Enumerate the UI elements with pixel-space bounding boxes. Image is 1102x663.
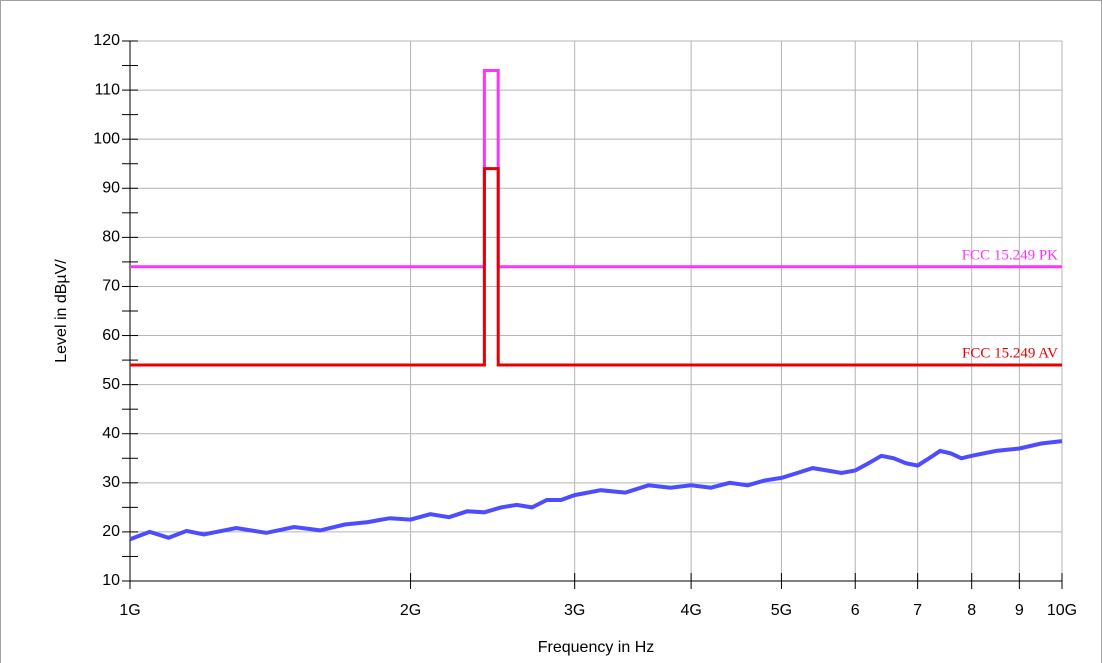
y-tick-label: 60	[102, 327, 120, 344]
y-tick-label: 90	[102, 179, 120, 196]
x-tick-label: 5G	[771, 602, 792, 619]
limit-label: FCC 15.249 AV	[962, 345, 1058, 361]
x-tick-label: 4G	[680, 602, 701, 619]
x-tick-label: 7	[913, 602, 922, 619]
x-tick-label: 10G	[1047, 602, 1077, 619]
x-tick-label: 1G	[119, 602, 140, 619]
x-tick-label: 2G	[400, 602, 421, 619]
x-tick-label: 8	[967, 602, 976, 619]
y-tick-label: 120	[93, 32, 120, 49]
series-line	[130, 69, 1062, 269]
y-tick-label: 40	[102, 425, 120, 442]
x-tick-label: 6	[851, 602, 860, 619]
y-tick-label: 70	[102, 278, 120, 295]
limit-label: FCC 15.249 PK	[962, 247, 1058, 263]
y-tick-label: 80	[102, 229, 120, 246]
x-tick-label: 9	[1015, 602, 1024, 619]
x-axis-label: Frequency in Hz	[538, 639, 655, 656]
y-tick-label: 10	[102, 572, 120, 589]
y-tick-label: 100	[93, 130, 120, 147]
y-tick-label: 110	[94, 81, 120, 98]
series-line	[129, 439, 1063, 542]
y-tick-label: 30	[102, 474, 120, 491]
series-line	[130, 167, 1062, 367]
y-tick-label: 50	[102, 376, 120, 393]
y-axis-label: Level in dBµV/	[53, 259, 70, 363]
y-tick-label: 20	[102, 523, 120, 540]
x-tick-label: 3G	[564, 602, 585, 619]
